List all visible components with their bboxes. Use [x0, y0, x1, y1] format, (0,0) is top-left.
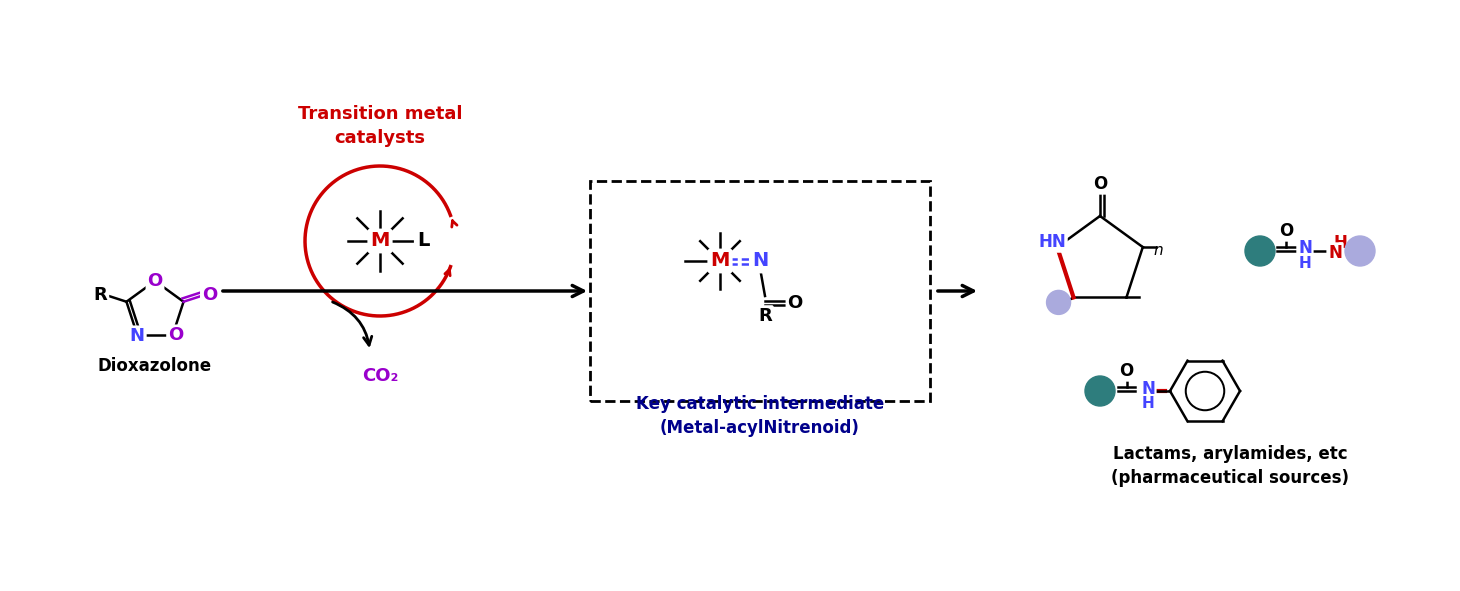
Text: N: N [752, 252, 768, 271]
Text: O: O [1279, 222, 1294, 240]
Text: R: R [93, 286, 108, 304]
Text: O: O [147, 272, 162, 290]
Circle shape [1345, 236, 1375, 266]
Circle shape [1245, 236, 1275, 266]
Circle shape [1047, 290, 1070, 314]
Text: Key catalytic intermediate
(Metal-acylNitrenoid): Key catalytic intermediate (Metal-acylNi… [637, 395, 885, 437]
Text: N: N [1142, 380, 1155, 398]
Text: L: L [416, 232, 429, 251]
Text: n: n [1153, 242, 1162, 258]
Text: Lactams, arylamides, etc
(pharmaceutical sources): Lactams, arylamides, etc (pharmaceutical… [1111, 445, 1349, 487]
Text: Dioxazolone: Dioxazolone [98, 357, 212, 375]
Circle shape [1085, 376, 1115, 406]
Text: M: M [371, 232, 390, 251]
Text: O: O [1094, 175, 1107, 193]
Text: O: O [201, 286, 218, 304]
Text: O: O [168, 326, 184, 345]
Text: M: M [711, 252, 730, 271]
Text: Transition metal
catalysts: Transition metal catalysts [298, 105, 463, 147]
Text: O: O [787, 294, 803, 312]
Text: N: N [1298, 239, 1313, 257]
Text: H: H [1333, 234, 1348, 252]
Text: CO₂: CO₂ [362, 367, 399, 385]
Text: N: N [1329, 244, 1342, 262]
Text: H: H [1142, 397, 1155, 411]
Text: HN: HN [1038, 233, 1066, 251]
Text: N: N [130, 327, 145, 345]
Text: R: R [758, 307, 772, 325]
Text: O: O [1120, 362, 1133, 380]
Text: H: H [1298, 255, 1311, 271]
